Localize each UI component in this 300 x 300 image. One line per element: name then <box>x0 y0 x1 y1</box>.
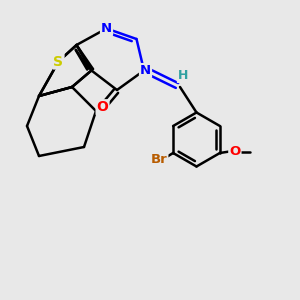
Text: N: N <box>101 22 112 35</box>
Text: N: N <box>140 64 151 77</box>
Text: O: O <box>229 145 241 158</box>
Text: Br: Br <box>151 153 167 166</box>
Text: S: S <box>53 55 64 68</box>
Text: O: O <box>97 100 109 114</box>
Text: H: H <box>178 69 188 82</box>
